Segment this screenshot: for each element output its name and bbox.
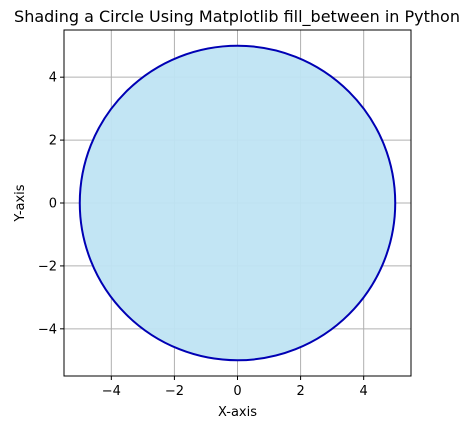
- chart-title: Shading a Circle Using Matplotlib fill_b…: [14, 7, 460, 27]
- circle-fill-area: [79, 45, 396, 361]
- circle-outline: [78, 44, 397, 362]
- x-tick-label: 4: [360, 384, 368, 399]
- x-axis-label: X-axis: [218, 405, 257, 420]
- x-tick-label: 2: [296, 384, 304, 399]
- data-layer: [78, 44, 397, 362]
- x-tick-label: 0: [233, 384, 241, 399]
- x-tick-label: −4: [102, 384, 121, 399]
- y-tick-label: 4: [49, 71, 57, 86]
- x-tick-label: −2: [165, 384, 184, 399]
- tick-layer: −4 −2 0 2 4 −4 −2 0 2 4: [38, 71, 368, 399]
- y-axis-label: Y-axis: [13, 184, 28, 222]
- y-tick-label: −4: [38, 322, 57, 337]
- y-tick-label: 0: [49, 197, 57, 212]
- y-tick-label: −2: [38, 259, 57, 274]
- y-tick-label: 2: [49, 134, 57, 149]
